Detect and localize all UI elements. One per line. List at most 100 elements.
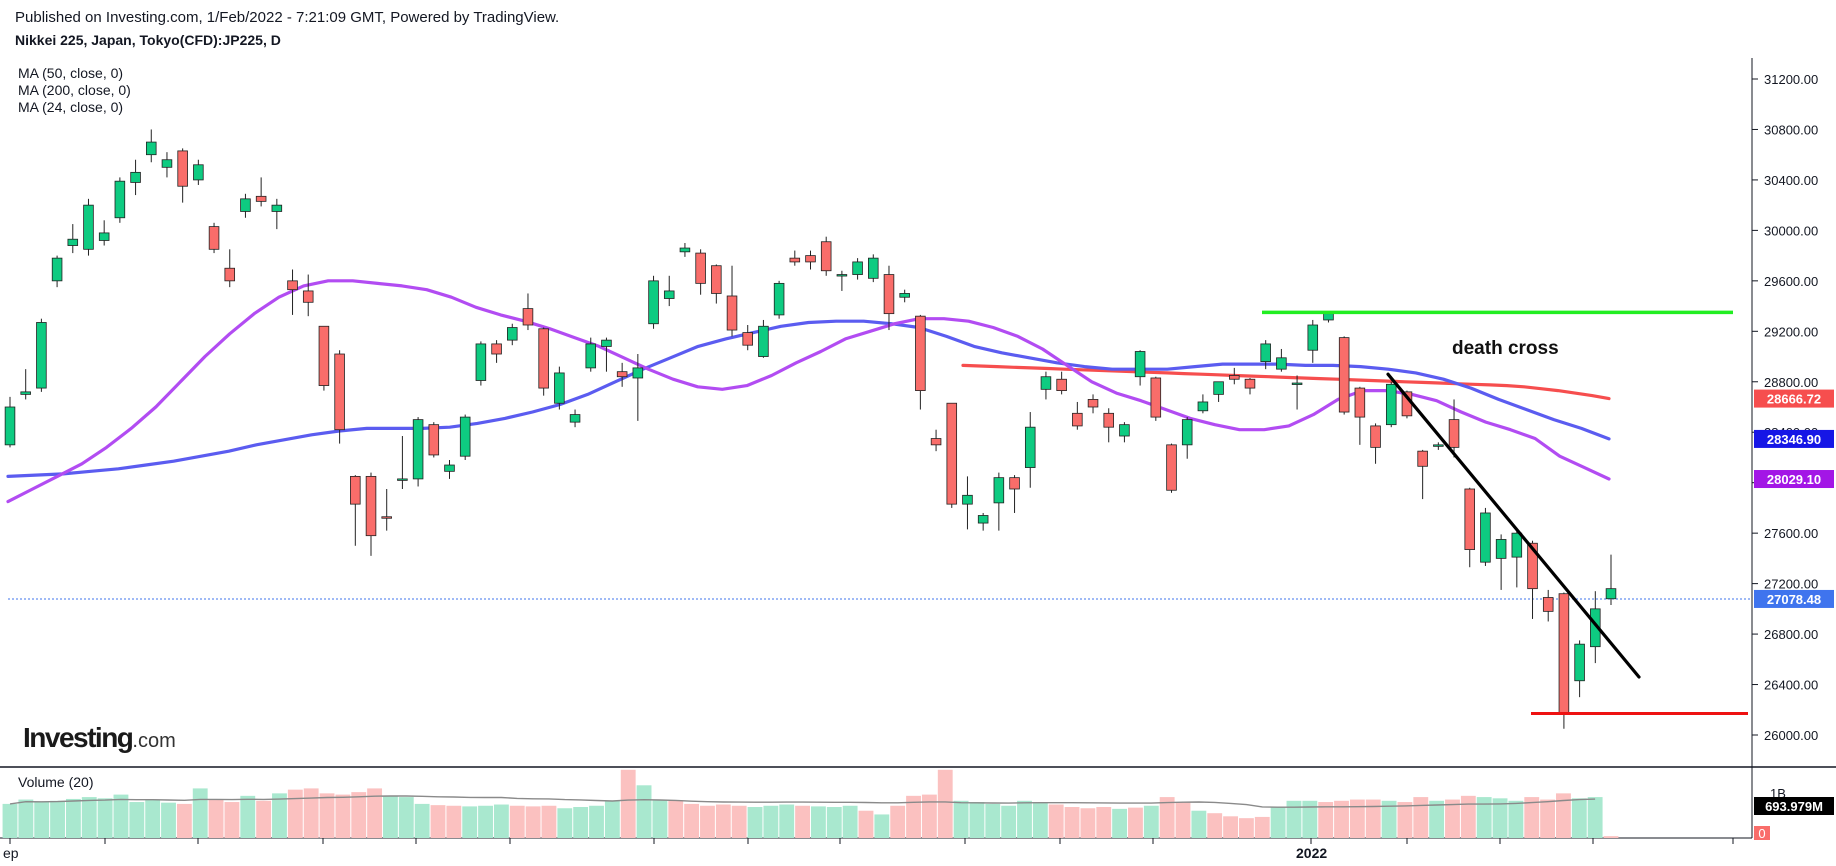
candle-body <box>789 257 801 263</box>
volume-bar <box>1381 800 1397 838</box>
volume-bar <box>636 785 652 838</box>
candle-body <box>758 325 769 357</box>
candle-body <box>946 402 958 505</box>
candle <box>1197 394 1209 414</box>
volume-ma-line <box>9 795 1596 808</box>
candle-body <box>412 419 424 480</box>
volume-bar <box>383 795 398 838</box>
candle <box>726 265 738 337</box>
candle <box>1338 336 1350 415</box>
volume-bar <box>1476 797 1492 838</box>
candle-body <box>742 332 753 346</box>
candle <box>350 475 361 546</box>
candle-body <box>444 464 455 472</box>
volume-bar <box>715 804 731 838</box>
candle <box>1511 529 1523 588</box>
candle-body <box>1087 399 1099 408</box>
candle <box>161 152 173 178</box>
volume-bar <box>113 794 129 838</box>
volume-bar <box>747 807 763 838</box>
candle-body <box>585 343 597 369</box>
volume-bar <box>18 799 34 838</box>
candle-body <box>711 265 722 294</box>
candle <box>1181 417 1193 459</box>
candle-body <box>1072 412 1083 427</box>
candle <box>4 396 16 448</box>
volume-bar <box>1571 798 1587 838</box>
ma24-legend[interactable]: MA (24, close, 0) <box>18 99 124 115</box>
volume-bar <box>240 795 256 838</box>
candle-body <box>915 315 926 391</box>
volume-bar <box>1603 836 1619 838</box>
volume-bar <box>1349 799 1365 838</box>
candle <box>20 369 31 400</box>
candle <box>805 250 816 270</box>
candle <box>36 318 47 392</box>
volume-bar <box>462 806 478 838</box>
candle <box>397 436 408 489</box>
ma200-legend[interactable]: MA (200, close, 0) <box>18 82 131 98</box>
candle <box>930 429 942 452</box>
volume-bar <box>367 788 383 838</box>
candle <box>145 129 157 163</box>
symbol-title: Nikkei 225, Japan, Tokyo(CFD):JP225, D <box>15 32 281 48</box>
volume-bar <box>1429 800 1445 838</box>
candle <box>334 350 345 444</box>
volume-bar <box>1238 818 1254 838</box>
volume-bar <box>129 802 145 838</box>
volume-bar <box>731 805 747 838</box>
candle-body <box>114 180 126 219</box>
candle <box>1574 640 1585 698</box>
candle <box>1134 350 1146 386</box>
candle-body <box>491 343 502 355</box>
ma200-price-label-bg <box>1754 389 1834 408</box>
logo-text: Investing <box>23 722 134 753</box>
volume-bar <box>684 803 700 838</box>
candle-body <box>1323 313 1334 321</box>
candle-body <box>648 280 659 325</box>
candle <box>1276 348 1287 372</box>
candle <box>789 250 801 266</box>
candle <box>538 327 549 396</box>
candle-body <box>20 391 31 395</box>
volume-bar <box>1001 805 1017 838</box>
candle <box>1040 371 1052 400</box>
candle-body <box>1527 542 1538 590</box>
y-tick-label: 31200.00 <box>1764 72 1818 87</box>
volume-legend[interactable]: Volume (20) <box>18 774 94 790</box>
volume-zero-label: 0 <box>1758 826 1765 841</box>
volume-bar <box>858 810 874 838</box>
volume-bar <box>1492 798 1508 838</box>
candle <box>836 270 848 291</box>
candle-body <box>962 494 973 505</box>
volume-bar <box>1048 804 1064 838</box>
candle <box>507 323 518 346</box>
volume-bar <box>1032 802 1048 838</box>
candle-body <box>1385 383 1397 426</box>
y-tick-label: 30800.00 <box>1764 122 1818 137</box>
candle <box>601 337 612 372</box>
candle-body <box>883 274 895 315</box>
volume-bar <box>668 800 684 838</box>
candle-body <box>271 204 283 212</box>
ma50-legend[interactable]: MA (50, close, 0) <box>18 65 124 81</box>
y-tick-label: 26400.00 <box>1764 678 1818 693</box>
volume-bar <box>1556 793 1571 838</box>
candle <box>130 159 141 196</box>
candle <box>852 258 863 280</box>
volume-bar <box>1318 802 1334 838</box>
candle-body <box>1276 357 1287 370</box>
volume-bar <box>826 807 842 838</box>
volume-bar <box>256 800 272 838</box>
volume-bar <box>192 788 208 838</box>
candle <box>820 236 832 276</box>
volume-bar <box>557 808 573 838</box>
candle <box>240 193 251 218</box>
volume-bar <box>398 797 414 838</box>
ma200-price-label: 28666.72 <box>1767 392 1821 407</box>
candle-body <box>632 367 644 379</box>
candle-body <box>161 159 173 168</box>
candle <box>444 459 455 479</box>
candle-body <box>805 255 816 263</box>
